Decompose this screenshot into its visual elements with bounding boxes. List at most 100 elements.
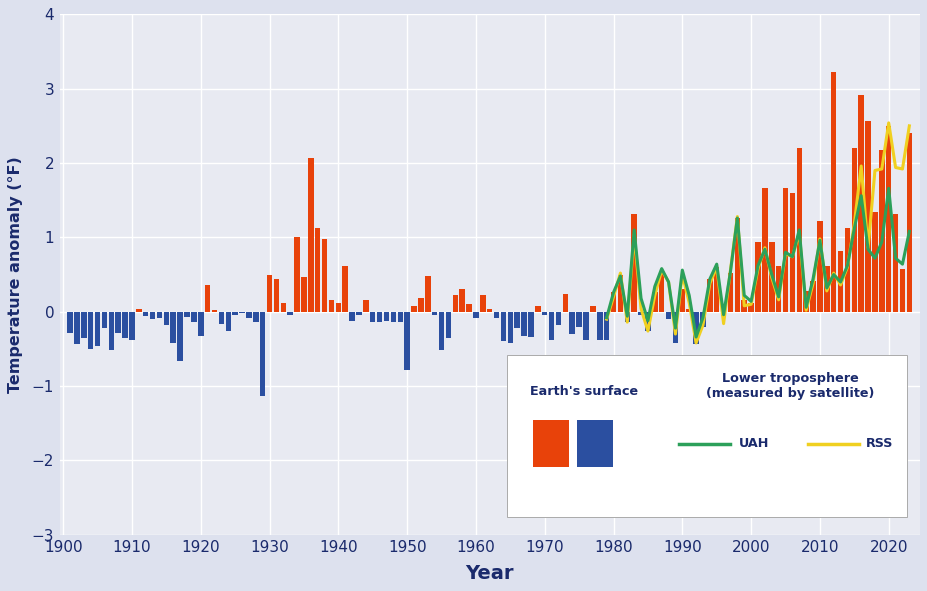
Bar bbox=[294, 238, 299, 311]
Bar bbox=[266, 275, 272, 311]
Bar bbox=[171, 311, 176, 343]
Bar bbox=[864, 121, 870, 311]
Bar bbox=[747, 303, 753, 311]
Bar bbox=[617, 275, 623, 311]
Bar bbox=[555, 311, 561, 325]
Bar bbox=[390, 311, 396, 322]
Bar bbox=[308, 158, 313, 311]
Bar bbox=[692, 311, 698, 345]
Bar bbox=[157, 311, 162, 318]
Bar bbox=[370, 311, 375, 322]
Bar bbox=[445, 311, 451, 339]
Bar bbox=[81, 311, 86, 339]
Bar bbox=[376, 311, 382, 322]
Bar bbox=[246, 311, 251, 318]
Text: Earth's surface: Earth's surface bbox=[529, 385, 638, 398]
Bar bbox=[411, 306, 416, 311]
Bar bbox=[342, 265, 348, 311]
Bar bbox=[871, 212, 877, 311]
Bar bbox=[527, 311, 533, 337]
Bar bbox=[899, 268, 904, 311]
Bar bbox=[362, 300, 368, 311]
Bar bbox=[630, 213, 636, 311]
Bar bbox=[679, 290, 684, 311]
Bar bbox=[260, 311, 265, 397]
Bar bbox=[906, 134, 911, 311]
Text: Lower troposphere
(measured by satellite): Lower troposphere (measured by satellite… bbox=[705, 372, 874, 401]
Bar bbox=[857, 95, 863, 311]
Bar bbox=[253, 311, 259, 322]
Bar bbox=[720, 311, 726, 316]
Bar bbox=[624, 311, 629, 322]
Bar bbox=[487, 309, 492, 311]
Bar bbox=[465, 304, 471, 311]
Bar bbox=[273, 279, 279, 311]
Bar bbox=[603, 311, 609, 340]
Bar bbox=[878, 150, 883, 311]
Bar bbox=[809, 281, 815, 311]
Bar bbox=[803, 291, 808, 311]
Bar bbox=[768, 242, 774, 311]
Bar bbox=[438, 311, 444, 350]
Bar bbox=[562, 294, 567, 311]
Bar bbox=[239, 311, 245, 313]
Bar bbox=[136, 309, 142, 311]
Bar bbox=[184, 311, 189, 317]
Bar bbox=[115, 311, 121, 333]
FancyBboxPatch shape bbox=[506, 355, 906, 517]
Bar bbox=[314, 229, 320, 311]
Bar bbox=[713, 267, 718, 311]
Bar bbox=[280, 303, 286, 311]
Bar bbox=[665, 311, 670, 319]
Bar bbox=[68, 311, 72, 333]
Bar bbox=[473, 311, 478, 318]
Bar bbox=[892, 213, 897, 311]
Bar bbox=[459, 290, 464, 311]
Bar bbox=[851, 148, 857, 311]
Bar bbox=[727, 273, 732, 311]
Bar bbox=[583, 311, 588, 340]
Bar bbox=[301, 277, 306, 311]
Bar bbox=[479, 296, 485, 311]
Bar bbox=[211, 310, 217, 311]
Bar bbox=[88, 311, 94, 349]
Bar bbox=[541, 311, 547, 314]
FancyBboxPatch shape bbox=[532, 420, 568, 467]
Bar bbox=[795, 148, 801, 311]
Bar bbox=[672, 311, 678, 343]
Bar bbox=[775, 265, 781, 311]
Bar bbox=[191, 311, 197, 322]
Bar bbox=[700, 311, 705, 327]
Bar bbox=[349, 311, 354, 321]
Bar bbox=[177, 311, 183, 361]
Text: RSS: RSS bbox=[866, 437, 893, 450]
Y-axis label: Temperature anomaly (°F): Temperature anomaly (°F) bbox=[8, 156, 23, 393]
Bar bbox=[404, 311, 410, 370]
FancyBboxPatch shape bbox=[576, 420, 612, 467]
Bar bbox=[823, 265, 829, 311]
Bar bbox=[521, 311, 527, 336]
Bar bbox=[205, 285, 210, 311]
Bar bbox=[149, 311, 155, 319]
Bar bbox=[576, 311, 581, 327]
Bar bbox=[397, 311, 402, 322]
Text: UAH: UAH bbox=[738, 437, 768, 450]
Bar bbox=[163, 311, 169, 325]
Bar bbox=[761, 189, 767, 311]
Bar bbox=[789, 193, 794, 311]
Bar bbox=[108, 311, 114, 350]
Bar bbox=[356, 311, 362, 314]
Bar bbox=[501, 311, 505, 342]
Bar bbox=[95, 311, 100, 346]
Bar bbox=[328, 300, 334, 311]
Bar bbox=[706, 279, 712, 311]
Bar bbox=[830, 72, 835, 311]
Bar bbox=[658, 272, 664, 311]
Bar bbox=[610, 293, 616, 311]
Bar bbox=[143, 311, 148, 316]
Bar bbox=[781, 189, 787, 311]
Bar bbox=[287, 311, 293, 316]
Bar bbox=[535, 306, 540, 311]
Bar bbox=[686, 309, 692, 311]
Bar bbox=[548, 311, 553, 340]
